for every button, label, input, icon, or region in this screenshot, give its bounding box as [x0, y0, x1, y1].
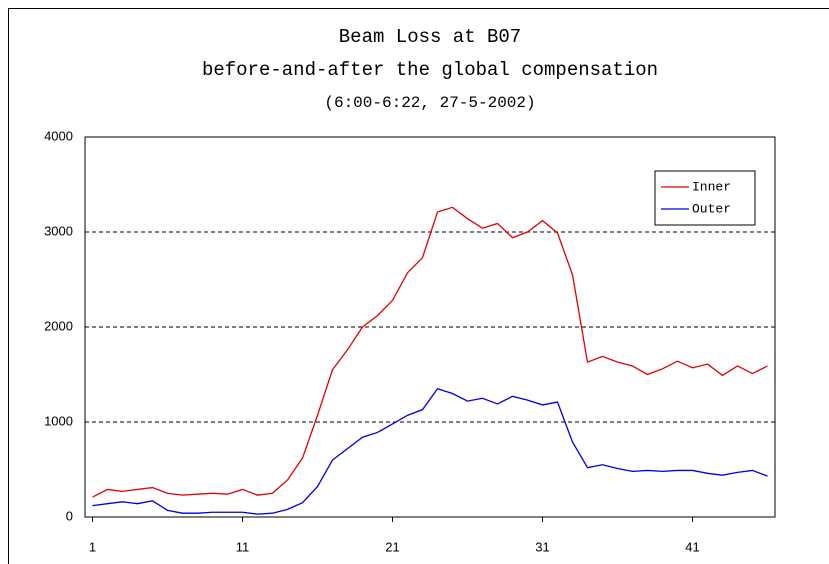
legend-box [654, 170, 756, 226]
series-line [92, 387, 768, 515]
series-line [92, 206, 768, 498]
chart-annotation: (6:00-6:22, 27-5-2002) [324, 94, 535, 112]
frame [8, 8, 829, 564]
x-tick-label: 31 [535, 539, 549, 554]
x-tick-label: 11 [236, 539, 250, 554]
chart-title: Beam Loss at B07 [339, 26, 521, 48]
y-tick-label: 3000 [44, 223, 73, 238]
x-tick-label: 21 [385, 539, 399, 554]
legend-label: Outer [692, 201, 731, 216]
y-tick-label: 0 [66, 508, 73, 523]
y-tick-label: 1000 [44, 413, 73, 428]
y-tick-label: 4000 [44, 128, 73, 143]
x-tick-label: 1 [89, 539, 96, 554]
x-tick-label: 41 [685, 539, 699, 554]
legend-label: Inner [692, 179, 731, 194]
y-tick-label: 2000 [44, 318, 73, 333]
chart-subtitle: before-and-after the global compensation [202, 59, 658, 81]
